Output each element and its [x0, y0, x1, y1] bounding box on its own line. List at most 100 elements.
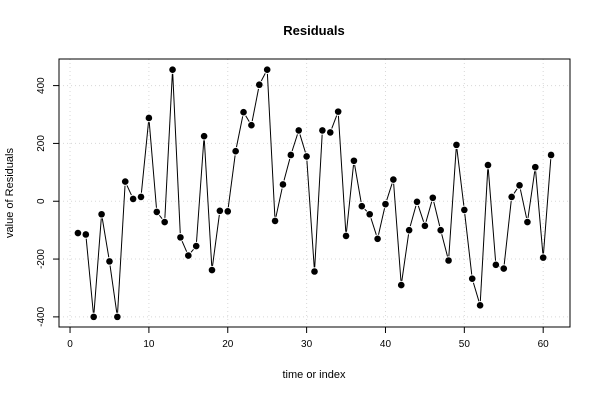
series-segment	[417, 205, 425, 222]
series-segment	[337, 115, 347, 232]
data-point	[200, 132, 208, 140]
data-point	[397, 281, 405, 289]
data-point	[342, 232, 350, 240]
residuals-series	[74, 66, 555, 321]
x-tick-label: 50	[459, 339, 471, 350]
series-segment	[190, 248, 194, 253]
y-tick-label: -200	[36, 249, 47, 269]
series-segment	[425, 201, 433, 222]
series-segment	[479, 169, 489, 302]
x-axis: 0 10 20 30 40 50 60	[67, 327, 549, 350]
data-point	[437, 226, 444, 234]
series-segment	[386, 183, 393, 201]
series-segment	[409, 205, 417, 227]
data-point	[413, 198, 421, 206]
data-point	[98, 210, 105, 218]
series-segment	[370, 218, 377, 235]
data-point	[177, 234, 184, 241]
data-point	[74, 229, 82, 237]
data-point	[358, 202, 366, 210]
series-segment	[266, 73, 276, 217]
x-tick-label: 20	[222, 339, 234, 350]
x-tick-label: 0	[67, 339, 73, 350]
series-segment	[378, 208, 386, 235]
data-point	[185, 252, 192, 259]
data-point	[121, 178, 129, 185]
series-segment	[503, 201, 512, 265]
data-point	[161, 218, 168, 226]
data-point	[326, 129, 334, 136]
data-point	[208, 266, 216, 274]
series-segment	[227, 155, 236, 208]
data-point	[500, 265, 508, 272]
data-point	[106, 258, 113, 265]
series-segment	[158, 214, 163, 220]
x-tick-label: 30	[301, 339, 313, 350]
series-segment	[393, 183, 402, 281]
series-segment	[314, 134, 323, 268]
data-point	[232, 147, 239, 155]
series-segment	[345, 164, 354, 232]
chart-title: Residuals	[283, 23, 344, 38]
series-segment	[331, 115, 338, 129]
series-segment	[196, 140, 205, 242]
series-segment	[140, 122, 149, 193]
series-segment	[306, 160, 315, 268]
data-point	[405, 226, 413, 234]
series-segment	[487, 169, 497, 261]
data-point	[429, 194, 437, 202]
y-tick-label: 0	[36, 198, 47, 204]
x-tick-label: 10	[143, 339, 155, 350]
data-point	[90, 313, 97, 321]
series-segment	[364, 208, 368, 212]
series-segment	[472, 282, 480, 302]
data-point	[547, 151, 555, 159]
series-segment	[260, 73, 266, 82]
series-segment	[251, 88, 259, 122]
series-segment	[117, 185, 126, 313]
data-point	[445, 257, 452, 264]
y-axis-label: value of Residuals	[4, 148, 16, 238]
data-point	[287, 151, 295, 159]
data-point	[295, 127, 303, 134]
series-segment	[299, 134, 306, 153]
series-segment	[109, 265, 118, 313]
series-segment	[433, 201, 441, 227]
data-point	[153, 208, 161, 216]
series-segment	[275, 188, 283, 217]
data-point	[311, 268, 318, 275]
x-tick-label: 60	[538, 339, 550, 350]
grid	[59, 59, 570, 327]
y-tick-label: -400	[36, 306, 47, 326]
series-segment	[181, 241, 188, 252]
data-point	[524, 218, 531, 226]
series-segment	[245, 115, 250, 122]
data-point	[484, 161, 492, 169]
series-segment	[535, 171, 544, 254]
series-segment	[527, 171, 536, 218]
data-point	[224, 208, 232, 215]
series-segment	[148, 122, 157, 208]
series-segment	[235, 116, 244, 148]
series-segment	[456, 148, 465, 206]
y-tick-label: 400	[36, 77, 47, 94]
series-segment	[441, 234, 448, 257]
data-point	[532, 163, 539, 171]
data-point	[421, 222, 429, 230]
series-segment	[212, 214, 220, 266]
data-point	[382, 200, 389, 208]
data-point	[240, 108, 247, 116]
series-segment	[101, 218, 110, 258]
data-point	[129, 195, 137, 203]
data-point	[279, 181, 287, 188]
series-segment	[464, 214, 473, 275]
data-point	[192, 242, 200, 250]
data-point	[271, 217, 279, 225]
data-point	[255, 81, 263, 89]
series-segment	[164, 73, 173, 218]
data-point	[350, 157, 358, 165]
data-point	[453, 141, 460, 149]
data-point	[334, 108, 342, 115]
series-segment	[283, 158, 291, 181]
